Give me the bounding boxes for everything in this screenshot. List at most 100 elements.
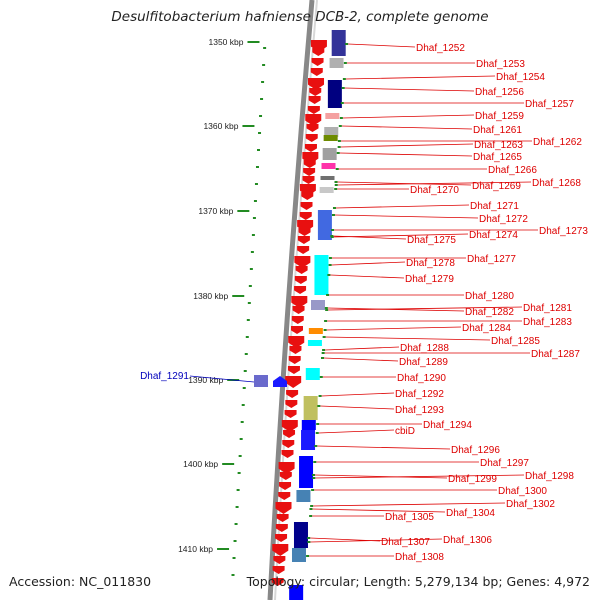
backbone-line [267,0,315,600]
cog-block [317,210,332,240]
gene-tick [306,555,310,557]
cog-block [308,328,323,334]
gene-arrow [288,356,301,364]
reverse-gene-block [254,375,268,387]
gene-label[interactable]: Dhaf_1287 [531,349,580,360]
gene-label[interactable]: Dhaf_1285 [491,336,540,347]
gene-label[interactable]: Dhaf_1302 [506,499,555,510]
gene-arrow [306,124,319,132]
gene-label[interactable]: Dhaf_1270 [410,185,459,196]
gene-tick [317,405,321,407]
gene-leader-line [324,357,399,362]
cog-block [303,396,318,420]
gene-arrow [271,578,284,586]
gene-arrow [303,168,316,176]
gene-label[interactable]: Dhaf_1272 [479,214,528,225]
scale-label: 1370 kbp [198,206,233,216]
gene-leader-line [327,307,465,312]
gene-label[interactable]: Dhaf_1308 [395,552,444,563]
gene-label[interactable]: Dhaf_1284 [462,323,511,334]
gene-label[interactable]: Dhaf_1298 [525,471,574,482]
gene-label[interactable]: Dhaf_1299 [448,474,497,485]
gene-tick [319,376,323,378]
gene-label[interactable]: Dhaf_1296 [451,445,500,456]
gene-leader-line [333,235,407,240]
gene-leader-line [315,474,525,479]
gene-label[interactable]: Dhaf_1278 [406,258,455,269]
gene-label[interactable]: Dhaf_1306 [443,535,492,546]
gene-label[interactable]: Dhaf_1293 [395,405,444,416]
gene-tick [307,537,311,539]
gene-label[interactable]: Dhaf_1263 [474,140,523,151]
gene-label[interactable]: Dhaf_1297 [480,458,529,469]
gene-leader-line [317,445,451,450]
cog-block [305,368,320,380]
gene-label[interactable]: Dhaf_1292 [395,389,444,400]
scale-label: 1390 kbp [188,375,223,385]
gene-leader-line [331,261,406,266]
gene-leader-line [320,405,395,410]
gene-arrow [272,566,285,574]
gene-label[interactable]: Dhaf_1262 [533,137,582,148]
gene-tick [340,102,344,104]
gene-leader-line [325,336,491,341]
gene-label[interactable]: Dhaf_1252 [416,43,465,54]
gene-arrow [302,176,315,184]
gene-label[interactable]: Dhaf_1271 [470,201,519,212]
gene-label[interactable]: Dhaf_1266 [488,165,537,176]
gene-label[interactable]: Dhaf_1277 [467,254,516,265]
gene-label[interactable]: cbiD [395,426,415,437]
gene-arrow [299,212,312,220]
gene-label[interactable]: Dhaf_1294 [423,420,472,431]
gene-label[interactable]: Dhaf_1307 [381,537,430,548]
gene-tick [322,336,326,338]
gene-tick [309,515,313,517]
gene-label[interactable]: Dhaf_1256 [475,87,524,98]
gene-tick [324,320,328,322]
gene-labels: Dhaf_1252Dhaf_1253Dhaf_1254Dhaf_1256Dhaf… [140,43,588,563]
gene-label[interactable]: Dhaf_1282 [465,307,514,318]
gene-tick [345,43,349,45]
reverse-gene-label[interactable]: Dhaf_1291 [140,371,189,382]
gene-arrow [304,144,317,152]
gene-label[interactable]: Dhaf_1275 [407,235,456,246]
cog-block [293,522,308,548]
cog-track [289,30,346,600]
gene-arrow [310,68,323,76]
gene-arrow [282,440,295,448]
gene-label[interactable]: Dhaf_1268 [532,178,581,189]
gene-arrow [288,336,305,348]
gene-label[interactable]: Dhaf_1261 [473,125,522,136]
gene-label[interactable]: Dhaf_1269 [472,181,521,192]
gene-label[interactable]: Dhaf_1273 [539,226,588,237]
gene-leader-line [344,87,475,92]
gene-label[interactable]: Dhaf_1290 [397,373,446,384]
gene-arrow [278,492,291,500]
gene-leader-line [333,233,469,238]
gene-label[interactable]: Dhaf_1253 [476,59,525,70]
gene-label[interactable]: Dhaf_1265 [473,152,522,163]
gene-arrow [287,366,300,374]
gene-label[interactable]: Dhaf_1289 [399,357,448,368]
gene-label[interactable]: Dhaf_1280 [465,291,514,302]
gene-arrow [295,266,308,274]
gene-label[interactable]: Dhaf_1304 [446,508,495,519]
gene-tick [338,125,342,127]
gene-tick [312,477,316,479]
gene-label[interactable]: Dhaf_1257 [525,99,574,110]
gene-label[interactable]: Dhaf_1279 [405,274,454,285]
gene-leader-line [334,214,479,219]
gene-arrow [308,96,321,104]
gene-label[interactable]: Dhaf_1288 [400,343,449,354]
gene-label[interactable]: Dhaf_1283 [523,317,572,328]
gene-label[interactable]: Dhaf_1281 [523,303,572,314]
cog-block [301,420,316,430]
gene-label[interactable]: Dhaf_1254 [496,72,545,83]
gene-label[interactable]: Dhaf_1259 [475,111,524,122]
gene-label[interactable]: Dhaf_1274 [469,230,518,241]
gene-leader-line [318,429,395,434]
gene-tick [309,508,313,510]
gene-arrow [272,544,289,556]
gene-label[interactable]: Dhaf_1305 [385,512,434,523]
gene-label[interactable]: Dhaf_1300 [498,486,547,497]
